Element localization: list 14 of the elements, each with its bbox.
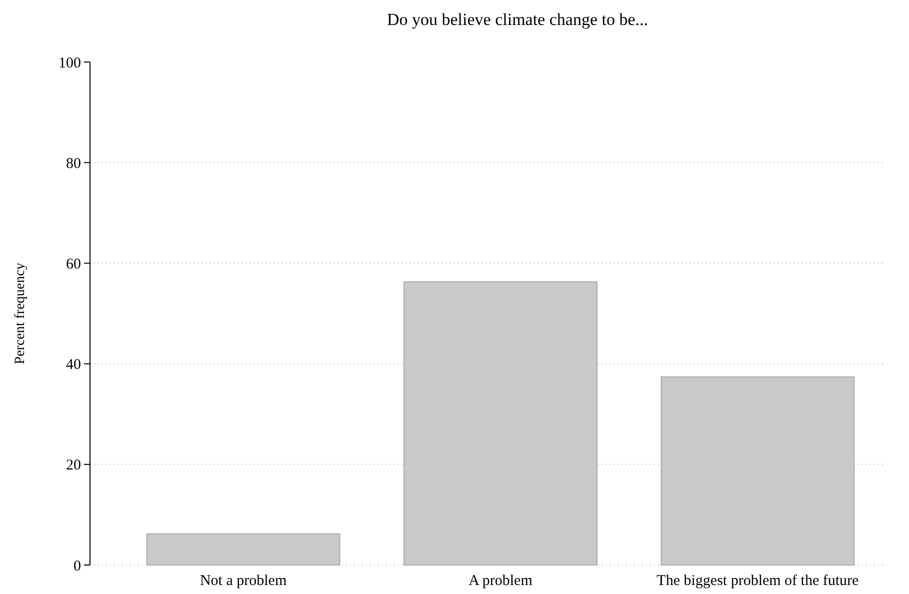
chart-title: Do you believe climate change to be... [386,10,648,29]
y-axis-title: Percent frequency [13,262,28,364]
y-tick-label: 80 [66,156,81,172]
y-tick-label: 40 [66,357,81,374]
x-tick-label: Not a problem [200,573,287,589]
bar [404,281,598,566]
y-tick-label: 60 [66,256,81,272]
y-tick-label: 100 [58,55,81,72]
x-tick-label: The biggest problem of the future [656,573,860,589]
bar [146,533,340,566]
bar [660,376,855,566]
x-tick-label: A problem [468,573,533,589]
y-tick-label: 20 [66,458,81,474]
y-tick-label: 0 [74,558,81,574]
